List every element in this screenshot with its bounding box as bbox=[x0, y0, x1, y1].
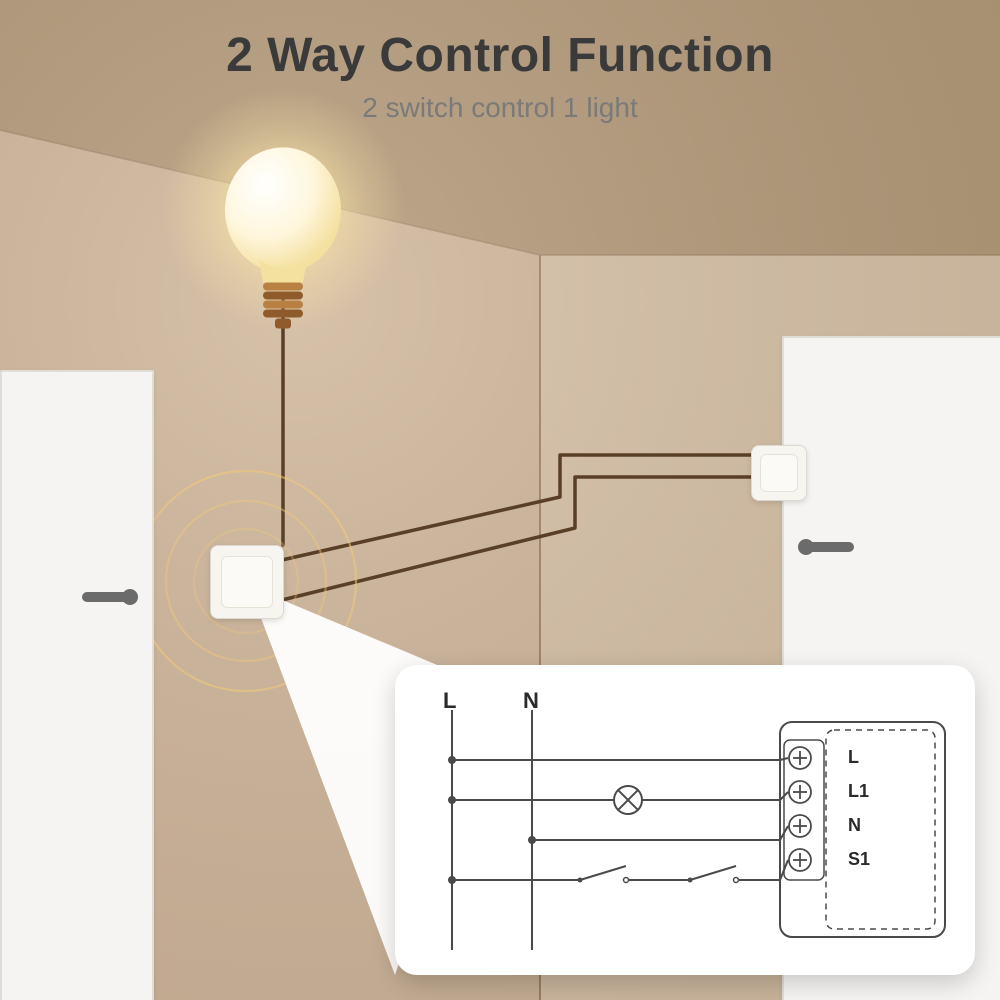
wd-junction bbox=[448, 796, 456, 804]
wd-term-label-N: N bbox=[848, 815, 861, 836]
wd-term-label-L: L bbox=[848, 747, 859, 768]
wd-junction bbox=[448, 876, 456, 884]
wd-break-mask bbox=[580, 872, 626, 888]
wd-switch-pivot bbox=[578, 878, 583, 883]
wd-break-mask bbox=[690, 872, 736, 888]
wd-term-label-L1: L1 bbox=[848, 781, 869, 802]
infographic-root: 2 Way Control Function2 switch control 1… bbox=[0, 0, 1000, 1000]
wd-term-label-S1: S1 bbox=[848, 849, 870, 870]
wd-module-inner bbox=[826, 730, 935, 929]
wd-switch-pivot bbox=[688, 878, 693, 883]
wd-label-N: N bbox=[523, 688, 539, 714]
wd-junction bbox=[448, 756, 456, 764]
wd-switch-contact bbox=[624, 878, 629, 883]
wd-junction bbox=[528, 836, 536, 844]
wd-switch-contact bbox=[734, 878, 739, 883]
wd-label-L: L bbox=[443, 688, 456, 714]
